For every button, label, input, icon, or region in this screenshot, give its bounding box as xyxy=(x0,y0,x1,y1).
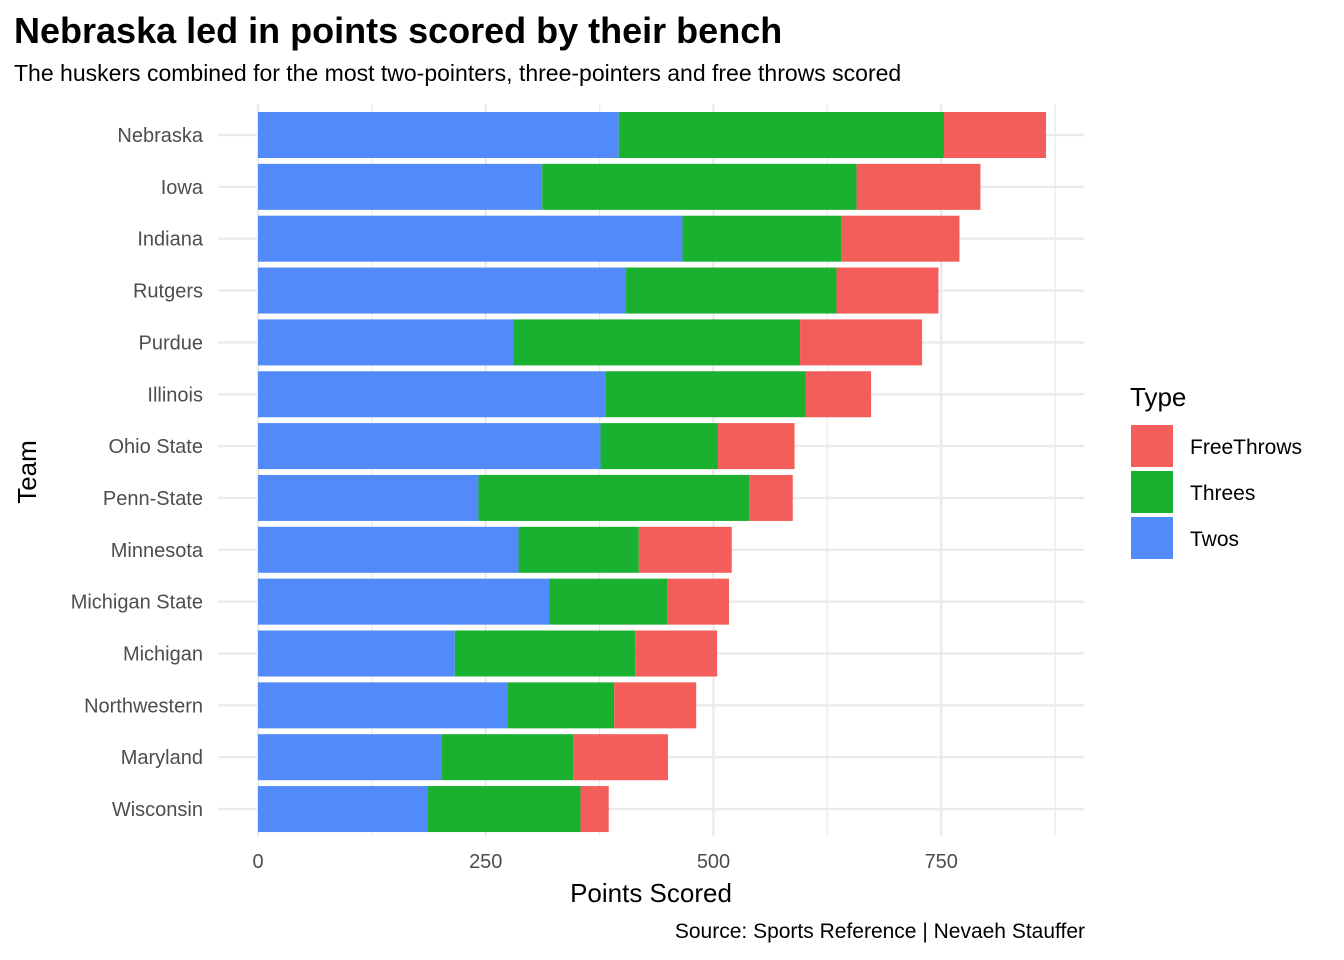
bar-threes-penn-state xyxy=(478,474,750,521)
bar-freethrows-iowa xyxy=(856,163,981,210)
bar-threes-michigan xyxy=(454,630,636,677)
bar-twos-michigan-state xyxy=(258,578,550,625)
y-tick-label: Nebraska xyxy=(117,125,203,147)
y-tick-label: Michigan State xyxy=(71,592,203,614)
y-axis-title: Team xyxy=(12,440,42,504)
bar-freethrows-michigan-state xyxy=(667,578,729,625)
bar-twos-wisconsin xyxy=(258,786,428,833)
bar-threes-northwestern xyxy=(507,682,615,729)
bar-twos-minnesota xyxy=(258,526,519,573)
bar-twos-iowa xyxy=(258,163,543,210)
legend: Type FreeThrows Threes Twos xyxy=(1130,382,1302,559)
bar-freethrows-nebraska xyxy=(943,112,1047,158)
bar-threes-indiana xyxy=(682,215,842,262)
bar-threes-illinois xyxy=(606,371,806,418)
bar-twos-ohio-state xyxy=(258,423,601,470)
bar-freethrows-rutgers xyxy=(836,267,939,314)
legend-label-threes: Threes xyxy=(1190,482,1255,505)
bar-twos-purdue xyxy=(258,319,514,366)
bar-twos-indiana xyxy=(258,215,683,262)
y-tick-label: Rutgers xyxy=(133,281,203,303)
bar-stacks xyxy=(258,112,1047,833)
legend-key-twos xyxy=(1131,517,1173,559)
bar-freethrows-indiana xyxy=(841,215,960,262)
y-tick-label: Michigan xyxy=(123,644,203,666)
bar-freethrows-penn-state xyxy=(749,474,793,521)
bar-threes-maryland xyxy=(442,734,574,781)
y-tick-label: Ohio State xyxy=(108,436,203,458)
bar-threes-rutgers xyxy=(626,267,837,314)
bar-freethrows-purdue xyxy=(800,319,923,366)
x-tick-label: 250 xyxy=(469,851,502,873)
bar-twos-illinois xyxy=(258,371,607,418)
chart-subtitle: The huskers combined for the most two-po… xyxy=(14,60,902,86)
x-axis-title: Points Scored xyxy=(570,878,732,908)
x-tick-label: 0 xyxy=(252,851,263,873)
y-axis-ticks: Nebraska Iowa Indiana Rutgers Purdue Illinois… xyxy=(71,125,204,821)
y-tick-label: Illinois xyxy=(147,384,203,406)
legend-label-twos: Twos xyxy=(1190,528,1239,551)
y-tick-label: Minnesota xyxy=(111,540,204,562)
bar-threes-wisconsin xyxy=(427,786,581,833)
bar-twos-michigan xyxy=(258,630,455,677)
y-tick-label: Northwestern xyxy=(84,695,203,717)
chart-caption: Source: Sports Reference | Nevaeh Stauff… xyxy=(674,920,1085,943)
bar-freethrows-minnesota xyxy=(638,526,732,573)
y-tick-label: Indiana xyxy=(137,229,203,251)
x-axis-ticks: 0 250 500 750 xyxy=(252,851,958,873)
legend-title: Type xyxy=(1130,382,1186,412)
bar-twos-penn-state xyxy=(258,474,479,521)
bar-freethrows-illinois xyxy=(805,371,872,418)
x-tick-label: 500 xyxy=(697,851,730,873)
y-tick-label: Maryland xyxy=(121,747,203,769)
legend-key-threes xyxy=(1131,471,1173,513)
bar-threes-ohio-state xyxy=(600,423,719,470)
chart-title: Nebraska led in points scored by their b… xyxy=(14,10,783,51)
bar-freethrows-michigan xyxy=(635,630,718,677)
y-tick-label: Penn-State xyxy=(103,488,203,510)
bar-threes-minnesota xyxy=(518,526,639,573)
bar-threes-michigan-state xyxy=(549,578,668,625)
y-tick-label: Wisconsin xyxy=(112,799,203,821)
bar-freethrows-maryland xyxy=(573,734,668,781)
legend-label-freethrows: FreeThrows xyxy=(1190,436,1302,459)
y-tick-label: Purdue xyxy=(139,332,204,354)
y-tick-label: Iowa xyxy=(161,177,204,199)
x-tick-label: 750 xyxy=(925,851,958,873)
bar-twos-maryland xyxy=(258,734,443,781)
bar-threes-iowa xyxy=(542,163,857,210)
bar-freethrows-wisconsin xyxy=(580,786,609,833)
bar-twos-rutgers xyxy=(258,267,627,314)
bar-freethrows-northwestern xyxy=(614,682,697,729)
bar-freethrows-ohio-state xyxy=(718,423,795,470)
legend-key-freethrows xyxy=(1131,425,1173,467)
bar-threes-purdue xyxy=(513,319,801,366)
bar-twos-nebraska xyxy=(258,112,619,158)
bar-threes-nebraska xyxy=(618,112,944,158)
bar-twos-northwestern xyxy=(258,682,508,729)
